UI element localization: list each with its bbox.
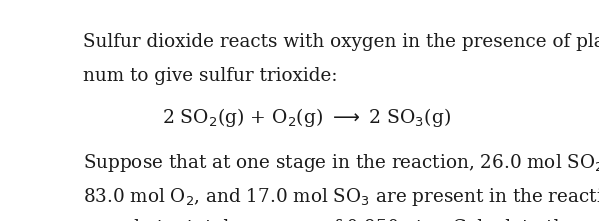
Text: Suppose that at one stage in the reaction, 26.0 mol SO$_2$,: Suppose that at one stage in the reactio…	[83, 152, 599, 174]
Text: Sulfur dioxide reacts with oxygen in the presence of plati-: Sulfur dioxide reacts with oxygen in the…	[83, 33, 599, 51]
Text: vessel at a total pressure of 0.950 atm. Calculate the mole: vessel at a total pressure of 0.950 atm.…	[83, 219, 599, 221]
Text: 83.0 mol O$_2$, and 17.0 mol SO$_3$ are present in the reaction: 83.0 mol O$_2$, and 17.0 mol SO$_3$ are …	[83, 186, 599, 208]
Text: 2 SO$_2$(g) + O$_2$(g) $\longrightarrow$ 2 SO$_3$(g): 2 SO$_2$(g) + O$_2$(g) $\longrightarrow$…	[162, 107, 452, 130]
Text: num to give sulfur trioxide:: num to give sulfur trioxide:	[83, 67, 338, 84]
